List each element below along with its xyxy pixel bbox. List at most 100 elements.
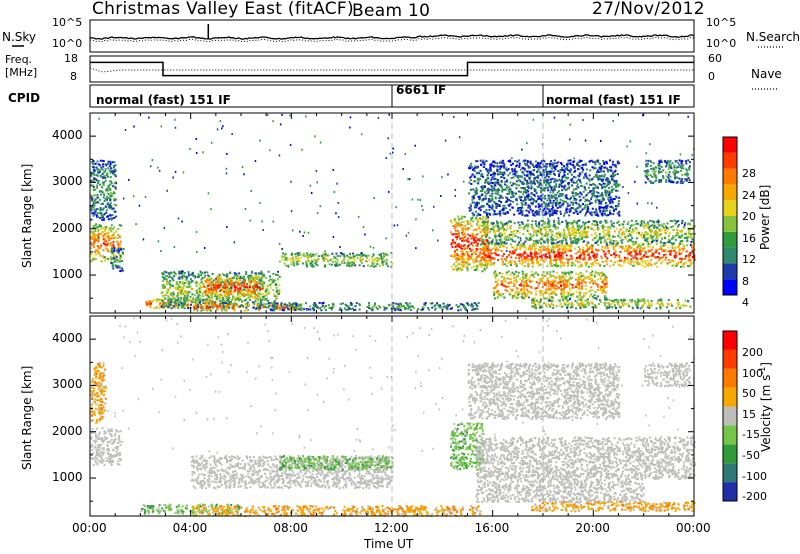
power-cell [200, 309, 203, 312]
power-cell [163, 270, 166, 273]
power-cell [489, 259, 492, 262]
power-region-1 [90, 159, 117, 221]
power-cell [547, 175, 550, 178]
power-cell [542, 249, 545, 252]
power-cell [92, 258, 95, 261]
power-cell [668, 250, 671, 253]
power-cell [91, 237, 94, 240]
power-cell [655, 248, 658, 251]
power-cell [376, 263, 379, 265]
power-cell [92, 177, 95, 180]
power-cell [592, 220, 595, 222]
power-cell [455, 221, 458, 224]
power-cell [92, 214, 95, 217]
power-cell [632, 243, 635, 245]
power-cell [593, 257, 596, 260]
power-cell [183, 281, 186, 284]
power-cell [553, 250, 555, 253]
power-cell [327, 254, 330, 257]
power-cell [107, 184, 110, 187]
power-cell [203, 300, 206, 302]
power-cell [197, 273, 200, 276]
power-cell [115, 256, 118, 259]
power-cell [231, 306, 234, 309]
power-cell [515, 192, 517, 195]
power-cell [468, 181, 471, 184]
power-cell [171, 307, 173, 310]
power-cell [233, 302, 236, 304]
power-cell [461, 245, 464, 248]
power-cell [90, 242, 92, 245]
power-cell [491, 199, 494, 202]
power-cell [185, 305, 188, 308]
power-cell [101, 186, 103, 189]
power-cell [213, 304, 216, 306]
power-cell [473, 269, 476, 272]
power-cell [480, 230, 483, 233]
power-cell [92, 160, 95, 163]
power-cell [195, 280, 198, 283]
power-cell [325, 258, 328, 260]
power-cell [102, 171, 105, 174]
power-cell [208, 279, 211, 282]
power-cell [248, 277, 251, 280]
power-cell [102, 235, 105, 238]
power-cell [421, 308, 424, 311]
power-cell [235, 272, 238, 275]
power-cell [249, 284, 251, 287]
power-cell [598, 228, 600, 230]
power-cell [238, 284, 241, 287]
power-cell [516, 229, 519, 232]
power-cell [515, 198, 517, 201]
power-cell [513, 222, 516, 225]
power-cell [225, 296, 228, 299]
power-cell [103, 243, 106, 246]
power-cell [105, 211, 108, 214]
power-cell [241, 299, 244, 302]
power-cell [179, 291, 182, 294]
power-cell [522, 228, 525, 231]
power-cell [306, 265, 308, 268]
power-cell [100, 228, 103, 230]
power-cell [542, 169, 545, 172]
power-cell [643, 260, 646, 263]
power-cell [202, 299, 205, 302]
power-cell [246, 297, 249, 299]
power-cell [477, 238, 480, 240]
power-cell [219, 296, 222, 299]
power-cell [114, 187, 117, 190]
power-cell [605, 263, 608, 266]
power-cell [530, 223, 533, 226]
power-cell [192, 272, 195, 275]
power-cell [205, 286, 208, 289]
power-cell [262, 305, 265, 307]
power-cell [679, 258, 682, 261]
power-cell [679, 235, 681, 238]
power-cell [475, 305, 478, 308]
power-cell [171, 278, 174, 281]
power-cell [533, 166, 536, 168]
power-cell [627, 230, 630, 232]
power-cell [643, 220, 646, 223]
power-cell [509, 227, 512, 230]
power-cell [238, 291, 241, 294]
power-cell [672, 229, 675, 232]
power-cell [180, 296, 183, 299]
power-cell [632, 256, 635, 259]
power-cell [582, 257, 585, 260]
power-cell [458, 224, 461, 227]
power-cell [492, 264, 495, 267]
power-cell [671, 220, 674, 223]
power-cell [652, 253, 655, 256]
power-cell [258, 272, 261, 275]
power-cell [283, 262, 286, 265]
power-cell [272, 279, 275, 282]
power-cell [325, 309, 327, 312]
power-cell [476, 222, 479, 225]
power-cell [278, 275, 281, 278]
power-cell [544, 184, 547, 187]
power-cell [97, 171, 100, 174]
power-cell [543, 223, 546, 225]
power-cell [549, 231, 552, 234]
power-cell [263, 303, 266, 306]
